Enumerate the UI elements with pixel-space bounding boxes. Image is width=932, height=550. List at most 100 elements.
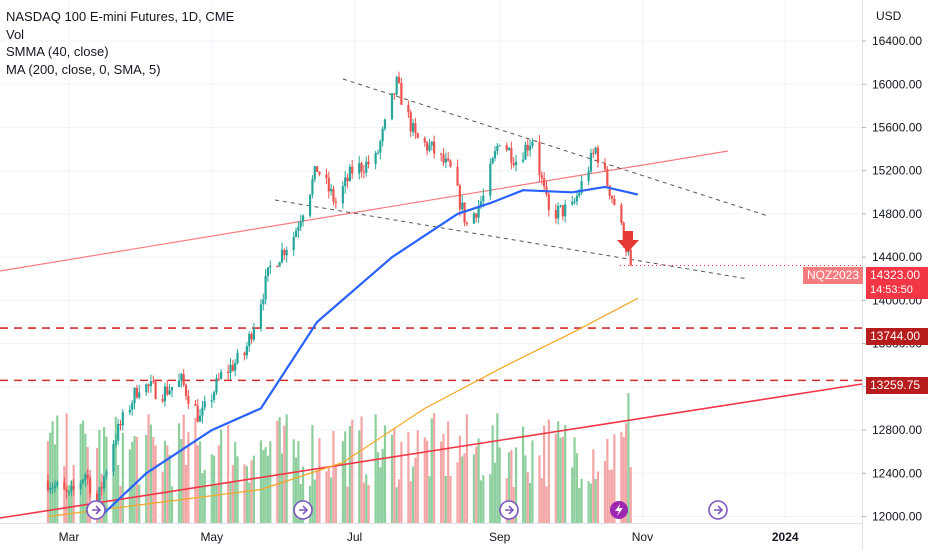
legend-title[interactable]: NASDAQ 100 E-mini Futures, 1D, CME	[6, 9, 235, 24]
volume-bar	[170, 486, 174, 523]
volume-bar	[479, 480, 483, 523]
volume-bar	[589, 483, 593, 523]
volume-bar	[367, 485, 370, 523]
candle-body	[367, 161, 370, 165]
volume-bar	[198, 441, 202, 523]
candle-body	[103, 476, 106, 489]
volume-bar	[596, 471, 600, 523]
currency-button[interactable]: USD	[864, 1, 930, 31]
candle-body	[294, 230, 298, 237]
candle-body	[571, 201, 574, 205]
candle-body	[578, 192, 581, 196]
volume-bar	[285, 414, 288, 523]
volume-bar	[531, 440, 534, 523]
arrow-glyph-icon	[505, 505, 515, 515]
volume-bar	[152, 437, 155, 523]
candle-body	[49, 487, 52, 491]
candle-body	[149, 381, 153, 386]
volume-bar	[79, 423, 82, 523]
candle-body	[416, 133, 419, 139]
volume-bars	[46, 393, 632, 523]
volume-bar	[620, 431, 623, 523]
candle-body	[264, 276, 267, 300]
volume-bar	[580, 478, 583, 523]
volume-bar	[121, 432, 124, 523]
candle-body	[362, 171, 366, 173]
volume-bar	[561, 436, 564, 523]
ma-200-line	[47, 297, 639, 518]
legend-smma[interactable]: SMMA (40, close)	[6, 44, 109, 59]
candle-body	[131, 403, 134, 410]
candle-body	[493, 151, 497, 159]
volume-bar	[187, 432, 190, 523]
candle-body	[210, 399, 213, 402]
y-tick-label: 14400.00	[872, 250, 922, 264]
volume-bar	[297, 440, 300, 523]
candle-body	[327, 178, 330, 192]
volume-bar	[145, 435, 148, 523]
candle-body	[365, 161, 368, 173]
volume-bar	[465, 414, 469, 523]
candle-body	[198, 415, 202, 422]
candle-body	[629, 249, 632, 266]
candle-body	[170, 387, 174, 391]
volume-bar	[475, 446, 478, 523]
legend-vol[interactable]: Vol	[6, 26, 25, 42]
candle-body	[119, 423, 122, 426]
candle-body	[592, 152, 595, 154]
volume-bar	[482, 475, 485, 523]
candle-body	[105, 471, 108, 477]
volume-bar	[543, 425, 546, 523]
candle-body	[318, 171, 321, 175]
candle-body	[526, 144, 529, 151]
candle-body	[280, 249, 284, 263]
volume-bar	[622, 436, 625, 523]
candle-body	[95, 493, 99, 504]
volume-bar	[266, 455, 270, 523]
candle-body	[245, 346, 248, 356]
candle-body	[465, 222, 469, 224]
volume-bar	[128, 449, 131, 523]
candle-body	[325, 174, 328, 179]
candle-body	[627, 251, 630, 253]
candle-body	[51, 487, 54, 489]
volume-bar	[610, 469, 614, 523]
candle-body	[374, 153, 377, 165]
candle-body	[510, 148, 513, 163]
x-tick-label: 2024	[772, 530, 799, 544]
volume-bar	[245, 466, 248, 523]
candle-body	[608, 185, 611, 196]
volume-bar	[545, 486, 548, 523]
legend-ma[interactable]: MA (200, close, 0, SMA, 5)	[6, 61, 161, 77]
volume-bar	[407, 431, 410, 523]
candle-body	[252, 328, 256, 340]
volume-bar	[234, 441, 237, 523]
volume-bar	[613, 434, 616, 523]
arrow-glyph-icon	[92, 505, 102, 515]
y-tick-label: 15600.00	[872, 120, 922, 134]
candle-body	[512, 162, 515, 166]
volume-bar	[390, 434, 394, 523]
volume-bar	[528, 482, 532, 523]
symbol-label: NQZ2023	[803, 267, 864, 284]
candle-body	[250, 333, 253, 340]
volume-bar	[463, 453, 466, 523]
x-tick-label: May	[200, 530, 223, 544]
candle-body	[259, 304, 263, 329]
volume-bar	[592, 449, 595, 523]
volume-bar	[540, 478, 543, 523]
candle-body	[81, 479, 85, 483]
time-axis-background	[0, 523, 862, 550]
volume-bar	[559, 437, 562, 523]
candle-body	[177, 380, 181, 388]
volume-bar	[65, 413, 68, 523]
x-tick-label: Mar	[59, 530, 80, 544]
candle-body	[154, 381, 157, 399]
smma-40-line	[98, 185, 639, 519]
candle-body	[196, 405, 199, 422]
upper-channel-dashed	[342, 78, 769, 217]
event-markers[interactable]	[86, 231, 728, 520]
candle-body	[379, 141, 382, 153]
candle-body	[620, 204, 623, 223]
